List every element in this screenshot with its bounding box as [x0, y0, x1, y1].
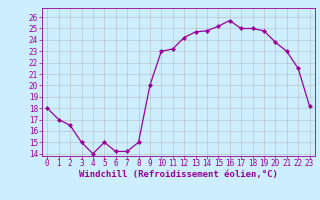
X-axis label: Windchill (Refroidissement éolien,°C): Windchill (Refroidissement éolien,°C) [79, 170, 278, 179]
